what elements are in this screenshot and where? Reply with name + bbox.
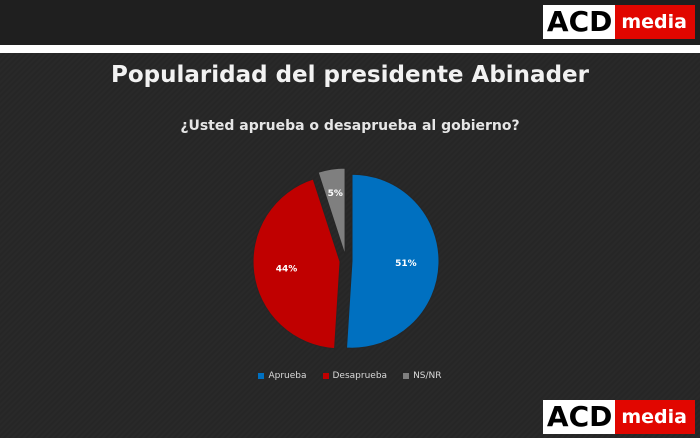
pie-slice-desaprueba (252, 178, 341, 350)
legend-swatch-desaprueba (322, 373, 329, 379)
chart-legend: Aprueba Desaprueba NS/NR (0, 371, 700, 381)
legend-label-desaprueba: Desaprueba (332, 371, 388, 381)
pie-slice-aprueba (346, 173, 440, 349)
logo-acd-text: ACD (542, 5, 616, 39)
logo-media-text: media (615, 5, 695, 39)
acd-media-logo-bottom: ACD media (542, 400, 695, 434)
data-label-aprueba: 51% (395, 259, 417, 269)
data-label-nsnr: 5% (328, 189, 343, 199)
chart-slide (0, 53, 700, 438)
chart-subtitle: ¿Usted aprueba o desaprueba al gobierno? (180, 118, 520, 134)
acd-media-logo: ACD media (542, 5, 695, 39)
legend-swatch-aprueba (258, 373, 265, 379)
legend-item-nsnr: NS/NR (403, 371, 442, 381)
logo-acd-text-bottom: ACD (542, 400, 616, 434)
chart-title: Popularidad del presidente Abinader (110, 62, 589, 88)
logo-media-text-bottom: media (615, 400, 695, 434)
pie-slice-nsnr (317, 167, 346, 256)
legend-label-nsnr: NS/NR (413, 371, 442, 381)
legend-item-desaprueba: Desaprueba (322, 371, 388, 381)
legend-swatch-nsnr (403, 373, 410, 379)
data-label-desaprueba: 44% (276, 265, 298, 275)
legend-item-aprueba: Aprueba (258, 371, 307, 381)
legend-label-aprueba: Aprueba (268, 371, 307, 381)
